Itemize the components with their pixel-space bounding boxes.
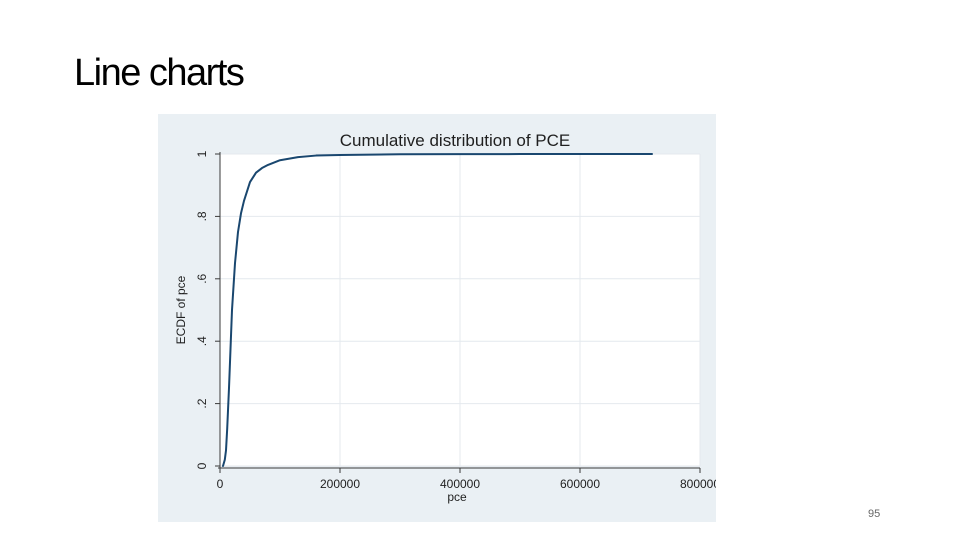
page-number: 95 xyxy=(868,508,881,520)
x-tick-label: 400000 xyxy=(440,477,480,491)
chart-title: Cumulative distribution of PCE xyxy=(340,131,571,150)
y-tick-label: .2 xyxy=(195,398,209,408)
y-tick-label: .4 xyxy=(195,336,209,346)
x-tick-label: 0 xyxy=(217,477,224,491)
x-tick-label: 600000 xyxy=(560,477,600,491)
y-axis-label: ECDF of pce xyxy=(174,275,188,344)
ecdf-series-line xyxy=(222,153,653,467)
y-tick-label: 1 xyxy=(195,150,209,157)
gridlines xyxy=(219,153,701,467)
series-layer xyxy=(222,153,653,467)
x-tick-label: 200000 xyxy=(320,477,360,491)
y-tick-label: .8 xyxy=(195,211,209,221)
axes: 0 .2 .4 .6 .8 1 0 200000 400000 600000 800000 xyxy=(195,150,716,491)
chart-panel: 0 .2 .4 .6 .8 1 0 200000 400000 600000 800000 Cumu… xyxy=(158,114,716,522)
slide-title: Line charts xyxy=(74,52,245,94)
x-tick-label: 800000 xyxy=(680,477,716,491)
x-axis-label: pce xyxy=(447,490,467,504)
y-tick-label: .6 xyxy=(195,273,209,283)
y-tick-label: 0 xyxy=(195,462,209,469)
ecdf-chart: 0 .2 .4 .6 .8 1 0 200000 400000 600000 800000 Cumu… xyxy=(174,131,716,504)
